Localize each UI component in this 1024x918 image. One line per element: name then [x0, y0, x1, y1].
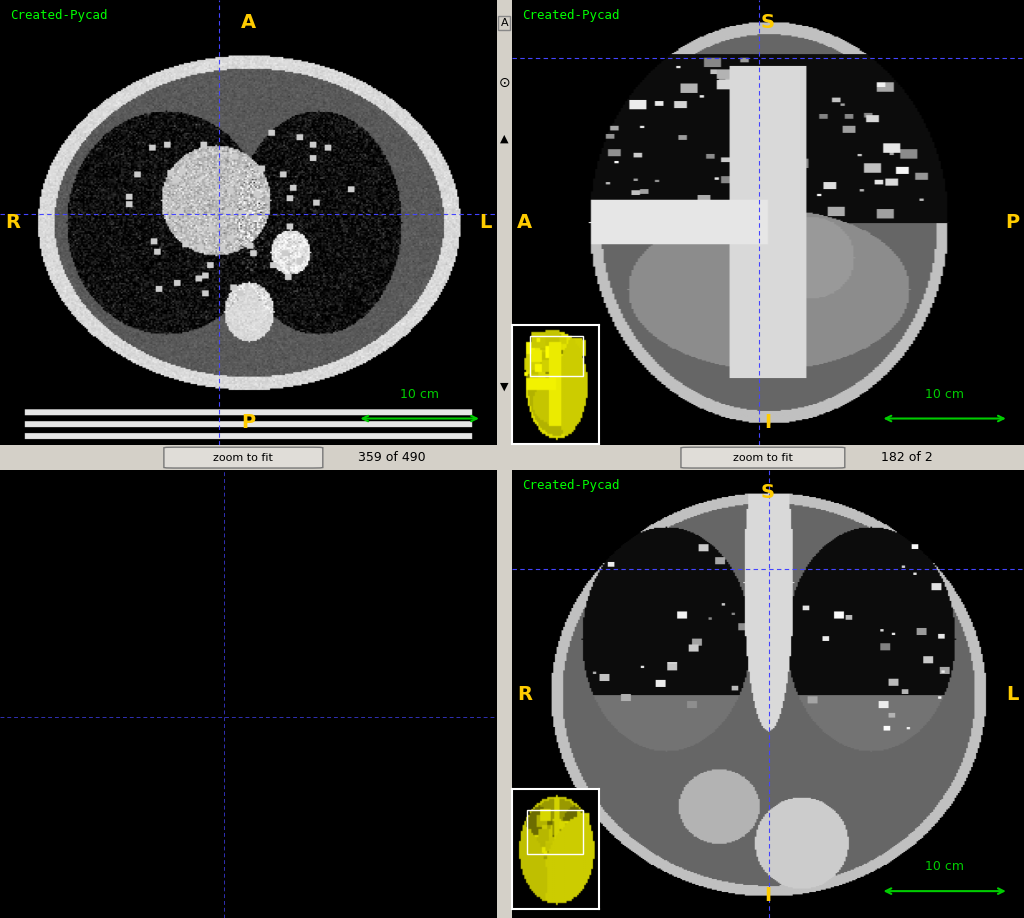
Text: L: L	[479, 213, 492, 232]
FancyBboxPatch shape	[681, 447, 845, 468]
Text: P: P	[242, 413, 255, 431]
Text: I: I	[765, 886, 771, 904]
Text: Created-Pycad: Created-Pycad	[10, 9, 108, 22]
Bar	[526, 811, 583, 854]
Text: S: S	[761, 484, 775, 502]
Text: S: S	[761, 14, 775, 32]
FancyBboxPatch shape	[164, 447, 323, 468]
Text: A: A	[241, 14, 256, 32]
Text: R: R	[5, 213, 19, 232]
Text: ⊙: ⊙	[499, 75, 510, 90]
Text: 10 cm: 10 cm	[925, 387, 965, 400]
Text: P: P	[1005, 213, 1019, 232]
Text: zoom to fit: zoom to fit	[733, 453, 793, 463]
Bar	[530, 336, 583, 375]
Text: L: L	[1007, 685, 1019, 703]
Text: I: I	[765, 413, 771, 431]
Text: 10 cm: 10 cm	[400, 387, 439, 400]
Text: 182 of 2: 182 of 2	[881, 451, 933, 465]
Text: zoom to fit: zoom to fit	[213, 453, 273, 463]
Text: Created-Pycad: Created-Pycad	[522, 9, 620, 22]
Text: Created-Pycad: Created-Pycad	[522, 479, 620, 492]
Text: ▼: ▼	[500, 382, 509, 392]
Text: A: A	[501, 17, 508, 28]
Text: 359 of 490: 359 of 490	[357, 451, 425, 465]
Text: R: R	[517, 685, 532, 703]
Text: ▲: ▲	[500, 133, 509, 143]
Text: A: A	[517, 213, 532, 232]
Text: 10 cm: 10 cm	[925, 860, 965, 873]
